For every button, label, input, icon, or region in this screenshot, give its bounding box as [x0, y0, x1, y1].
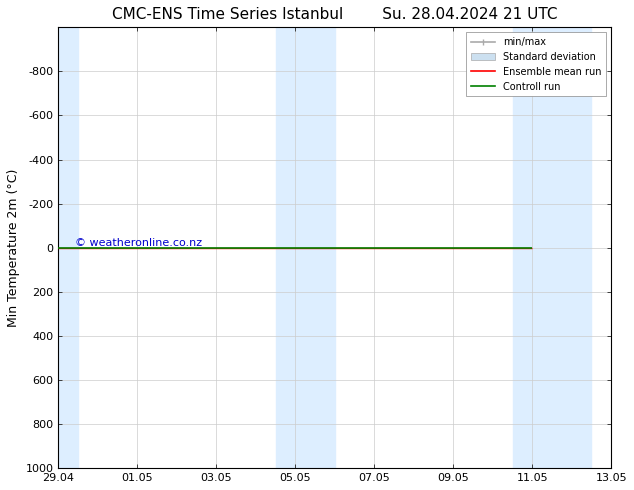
Title: CMC-ENS Time Series Istanbul        Su. 28.04.2024 21 UTC: CMC-ENS Time Series Istanbul Su. 28.04.2… — [112, 7, 557, 22]
Text: © weatheronline.co.nz: © weatheronline.co.nz — [75, 238, 202, 248]
Legend: min/max, Standard deviation, Ensemble mean run, Controll run: min/max, Standard deviation, Ensemble me… — [466, 32, 606, 97]
Y-axis label: Min Temperature 2m (°C): Min Temperature 2m (°C) — [7, 169, 20, 327]
Bar — [512, 27, 592, 468]
Bar — [58, 27, 78, 468]
Bar — [276, 27, 335, 468]
